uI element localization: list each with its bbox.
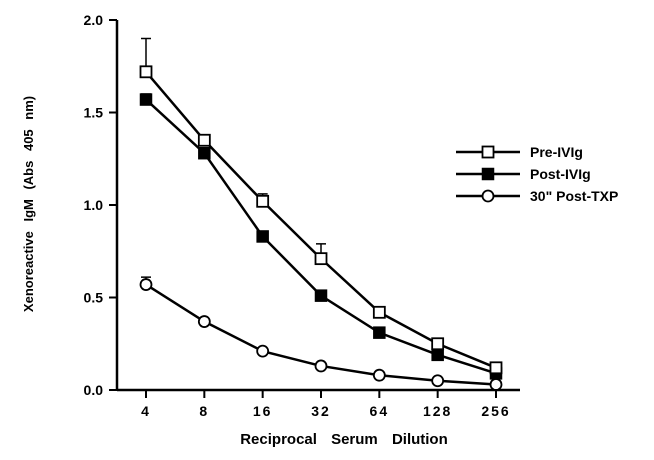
- data-point: [431, 374, 445, 388]
- x-tick-label: 128: [423, 403, 452, 419]
- data-point: [197, 133, 211, 147]
- x-tick-label: 16: [253, 403, 273, 419]
- x-tick-label: 4: [141, 403, 151, 419]
- legend-label: 30" Post-TXP: [530, 188, 618, 204]
- series-layer: [139, 37, 503, 391]
- data-point: [256, 194, 270, 208]
- data-point: [481, 167, 495, 181]
- data-point: [372, 368, 386, 382]
- data-point: [197, 315, 211, 328]
- series-3: [139, 276, 503, 391]
- series-1: [139, 37, 503, 375]
- data-point: [489, 378, 503, 391]
- legend-item-1: Pre-IVIg: [456, 144, 583, 160]
- data-point: [373, 326, 386, 339]
- data-point: [431, 337, 445, 351]
- x-tick-label: 256: [481, 403, 510, 419]
- y-tick-label: 0.0: [84, 382, 104, 398]
- legend: Pre-IVIg Post-IVIg 30" Post-TXP: [456, 144, 618, 204]
- data-point: [489, 361, 503, 375]
- y-axis-label: Xenoreactive IgM (Abs 405 nm): [21, 96, 36, 312]
- data-point: [481, 189, 495, 203]
- data-point: [314, 359, 328, 373]
- y-tick-label: 2.0: [84, 12, 104, 28]
- data-point: [314, 289, 328, 302]
- data-point: [256, 230, 269, 243]
- legend-label: Pre-IVIg: [530, 144, 583, 160]
- series-2: [139, 93, 503, 380]
- data-point: [256, 344, 270, 358]
- data-point: [198, 146, 211, 160]
- data-point: [431, 348, 444, 362]
- data-point: [139, 65, 153, 79]
- x-tick-label: 64: [370, 403, 390, 419]
- legend-label: Post-IVIg: [530, 166, 591, 182]
- data-point: [372, 305, 386, 319]
- data-point: [314, 252, 328, 266]
- legend-item-2: Post-IVIg: [456, 166, 591, 182]
- data-point: [139, 93, 153, 106]
- data-point: [139, 278, 153, 291]
- x-tick-label: 32: [311, 403, 331, 419]
- legend-item-3: 30" Post-TXP: [456, 188, 618, 204]
- axes: 0.0 0.5 1.0 1.5 2.0 4 8 16 32 64 128 256: [84, 12, 520, 419]
- y-tick-label: 0.5: [84, 290, 104, 306]
- data-point: [481, 145, 495, 159]
- y-tick-label: 1.0: [84, 197, 104, 213]
- y-tick-label: 1.5: [84, 105, 104, 121]
- x-axis-label: Reciprocal Serum Dilution: [240, 431, 448, 448]
- x-tick-label: 8: [199, 403, 209, 419]
